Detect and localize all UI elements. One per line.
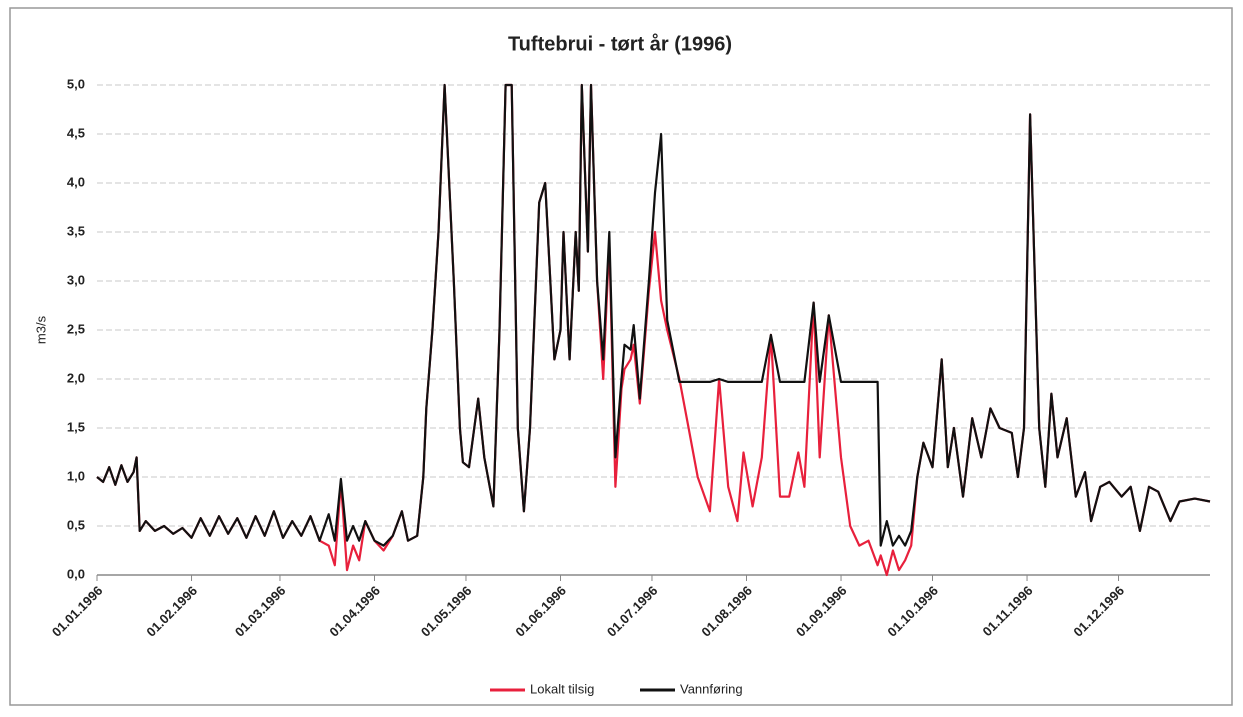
y-tick-label: 2,0	[67, 370, 85, 385]
legend-label: Vannføring	[680, 681, 743, 696]
series-line	[96, 83, 1211, 547]
y-tick-label: 3,0	[67, 272, 85, 287]
y-tick-label: 4,0	[67, 174, 85, 189]
y-tick-label: 0,5	[67, 517, 85, 532]
y-tick-label: 5,0	[67, 76, 85, 91]
y-tick-label: 1,5	[67, 419, 85, 434]
legend-label: Lokalt tilsig	[530, 681, 594, 696]
y-axis-label: m3/s	[33, 315, 48, 344]
chart-frame	[9, 7, 1233, 706]
y-tick-label: 3,5	[67, 223, 85, 238]
y-tick-label: 0,0	[67, 566, 85, 581]
y-tick-label: 1,0	[67, 468, 85, 483]
chart-title: Tuftebrui - tørt år (1996)	[508, 32, 732, 55]
y-tick-label: 2,5	[67, 321, 85, 336]
y-tick-label: 4,5	[67, 125, 85, 140]
